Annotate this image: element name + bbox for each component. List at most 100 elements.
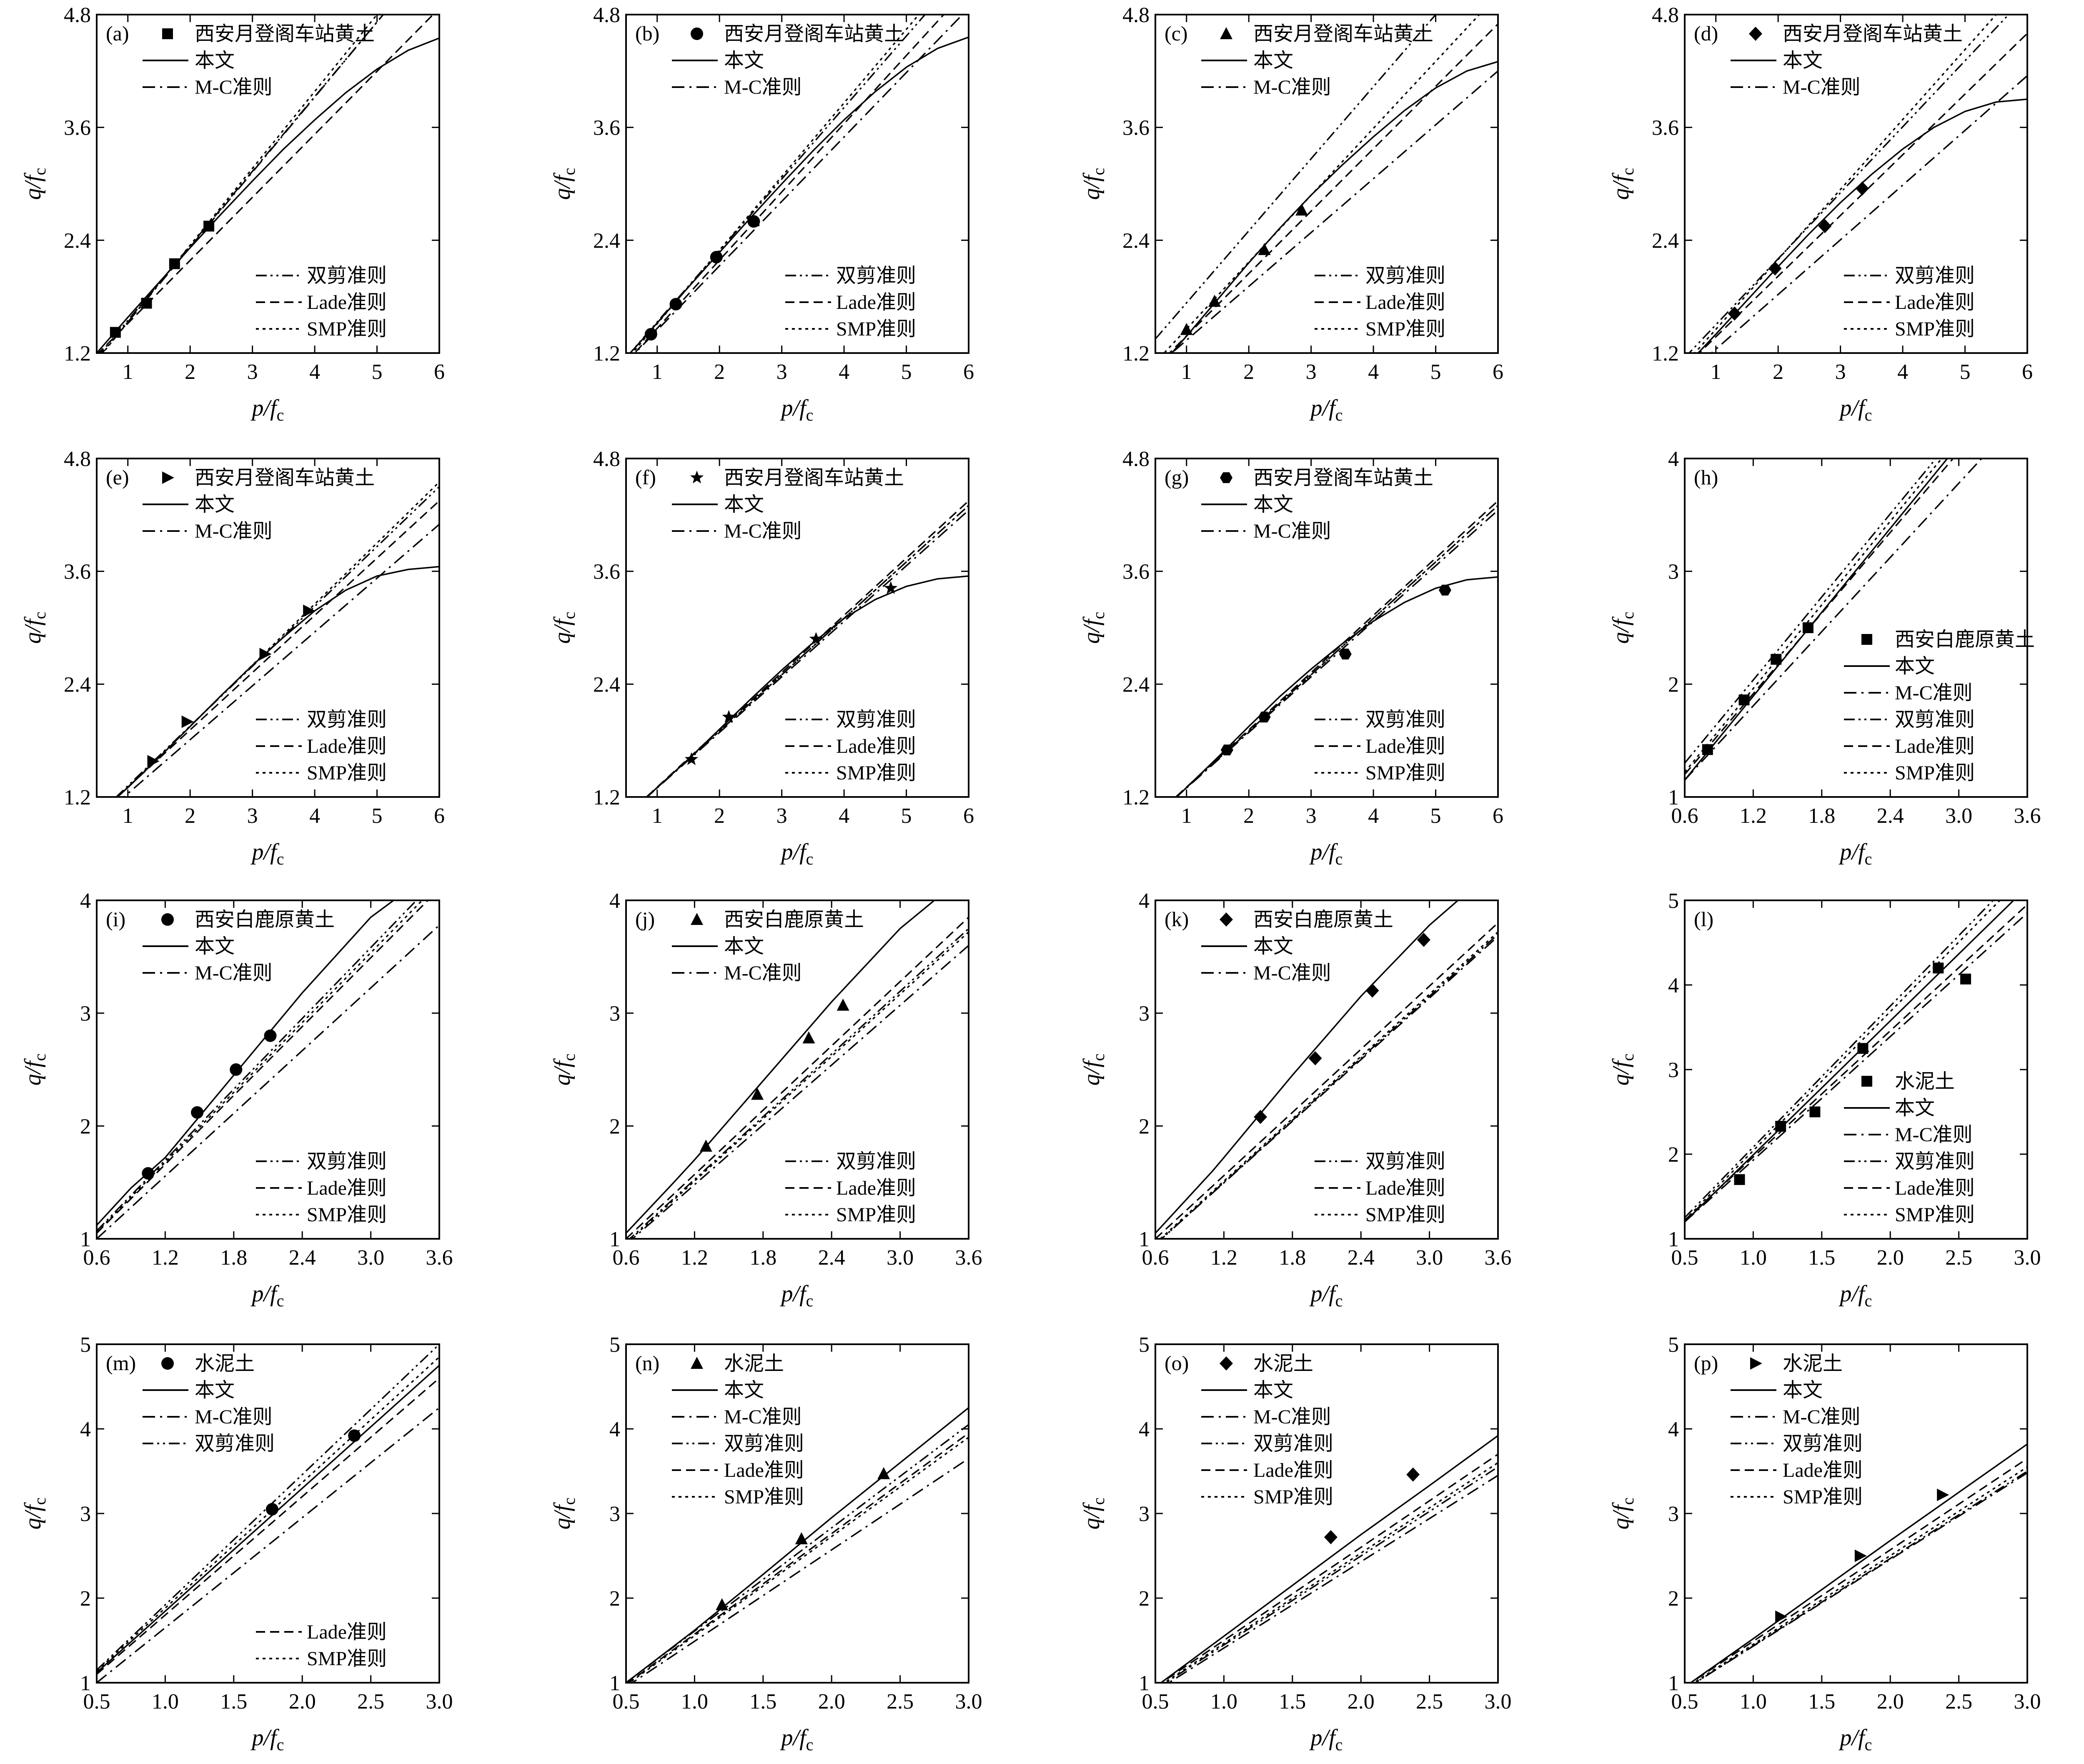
x-tick-label: 4 [309, 804, 320, 828]
y-tick-label: 2 [80, 1587, 91, 1611]
data-point [1365, 983, 1379, 998]
x-axis-label: p/fc [780, 1281, 814, 1310]
legend-text: Lade准则 [1895, 735, 1975, 757]
data-point [1406, 1467, 1420, 1482]
legend-text: M-C准则 [724, 520, 802, 542]
y-tick-label: 4 [80, 1418, 91, 1441]
data-point [1324, 1530, 1338, 1544]
legend-text: SMP准则 [836, 318, 916, 340]
y-tick-label: 1.2 [1652, 342, 1679, 366]
legend-text: 水泥土 [1253, 1353, 1313, 1375]
x-tick-label: 4 [839, 804, 849, 828]
legend-text: SMP准则 [836, 762, 916, 784]
series-line [1689, 1443, 2027, 1683]
legend-entry: 双剪准则 [143, 1433, 275, 1455]
legend-text: 双剪准则 [1253, 1433, 1333, 1455]
legend-text: 本文 [195, 1379, 235, 1401]
legend-marker [161, 1357, 174, 1370]
legend-entry: 本文 [672, 935, 764, 957]
x-tick-label: 0.5 [83, 1690, 110, 1714]
legend-text: SMP准则 [1783, 1486, 1863, 1508]
legend-text: 本文 [1253, 935, 1293, 957]
x-tick-label: 2 [714, 360, 725, 384]
data-point [147, 755, 160, 768]
plot-frame [96, 458, 440, 798]
legend-marker [162, 28, 173, 39]
y-tick-label: 5 [1139, 1333, 1150, 1357]
legend-entry: 双剪准则 [1844, 1150, 1975, 1173]
panel-f: 1 2 3 4 5 6 1.2 2.4 3.6 4.8 p/fc q/fc (f) 西安月登阁车站黄土本文… [549, 447, 974, 868]
series-line [97, 1365, 439, 1673]
series-group [97, 15, 439, 353]
data-point [1438, 584, 1451, 596]
legend-entry: Lade准则 [256, 1621, 387, 1643]
legend-text: 本文 [1895, 1097, 1935, 1119]
legend-text: 本文 [195, 935, 235, 957]
x-tick-label: 1 [123, 360, 133, 384]
panel-label: (e) [106, 466, 129, 489]
y-tick-label: 2.4 [1122, 229, 1150, 253]
data-point [110, 327, 121, 338]
legend-entry: 西安月登阁车站黄土 [1220, 23, 1433, 45]
legend-entry: M-C准则 [1844, 682, 1973, 704]
legend-entry: 西安月登阁车站黄土 [690, 467, 904, 489]
y-tick-label: 1 [1139, 1671, 1150, 1695]
y-tick-label: 4.8 [1122, 447, 1150, 471]
legend-entry: 水泥土 [1861, 1070, 1955, 1092]
x-axis-label: p/fc [250, 395, 284, 424]
data-point [802, 1031, 815, 1044]
legend-entry: 本文 [1201, 935, 1293, 957]
legend-entry: 本文 [143, 1379, 235, 1401]
series-group [97, 900, 439, 1239]
legend-text: Lade准则 [1895, 291, 1975, 313]
series-line [626, 900, 935, 1234]
legend-text: Lade准则 [1253, 1459, 1333, 1481]
y-axis-label: q/fc [1079, 168, 1108, 200]
legend-entry: Lade准则 [1315, 735, 1445, 757]
legend-text: Lade准则 [1783, 1459, 1863, 1481]
x-tick-label: 1.5 [220, 1690, 247, 1714]
legend-entry: 西安白鹿原黄土 [161, 909, 335, 931]
data-point [1937, 1488, 1949, 1501]
y-tick-label: 2 [1668, 673, 1679, 697]
y-tick-label: 2 [609, 1115, 620, 1138]
y-tick-label: 1.2 [593, 342, 620, 366]
x-tick-label: 2.5 [1416, 1690, 1443, 1714]
data-point [795, 1532, 808, 1544]
series-line [645, 500, 969, 797]
legend-entry: M-C准则 [143, 1406, 273, 1428]
data-point [1254, 1110, 1267, 1124]
panel-label: (a) [106, 22, 129, 45]
series-line [626, 1407, 969, 1683]
legend-entry: Lade准则 [256, 735, 387, 757]
series-group [1685, 900, 2027, 1223]
x-axis-label: p/fc [250, 839, 284, 868]
y-axis-label: q/fc [549, 168, 579, 200]
y-tick-label: 4.8 [64, 3, 91, 27]
legend-text: 本文 [724, 935, 764, 957]
legend-entry: SMP准则 [672, 1486, 804, 1508]
x-tick-label: 0.5 [1142, 1690, 1169, 1714]
series-line [626, 1424, 969, 1683]
x-tick-label: 6 [1493, 360, 1503, 384]
series-line [646, 575, 969, 797]
data-point [169, 258, 180, 269]
x-tick-label: 4 [1368, 804, 1379, 828]
x-axis-label: p/fc [1309, 1725, 1343, 1754]
legend-entry: 双剪准则 [1315, 265, 1445, 287]
legend-text: SMP准则 [1895, 762, 1975, 784]
legend-text: 双剪准则 [1365, 709, 1445, 731]
y-tick-label: 3.6 [593, 116, 620, 140]
legend-entry: 本文 [1844, 1097, 1935, 1119]
legend-marker [1220, 472, 1232, 483]
legend-text: Lade准则 [1365, 291, 1445, 313]
data-point [1768, 261, 1782, 276]
legend-marker [691, 28, 703, 40]
series-line [1685, 459, 1982, 781]
legend-text: M-C准则 [1895, 682, 1973, 704]
x-tick-label: 1 [1181, 360, 1192, 384]
series-group [629, 15, 969, 353]
panel-k: 0.6 1.2 1.8 2.4 3.0 3.6 1 2 3 4 p/fc q/fc (k) 西安白鹿原黄土… [1079, 889, 1512, 1310]
series-line [1685, 904, 2027, 1221]
legend-text: 水泥土 [195, 1353, 255, 1375]
